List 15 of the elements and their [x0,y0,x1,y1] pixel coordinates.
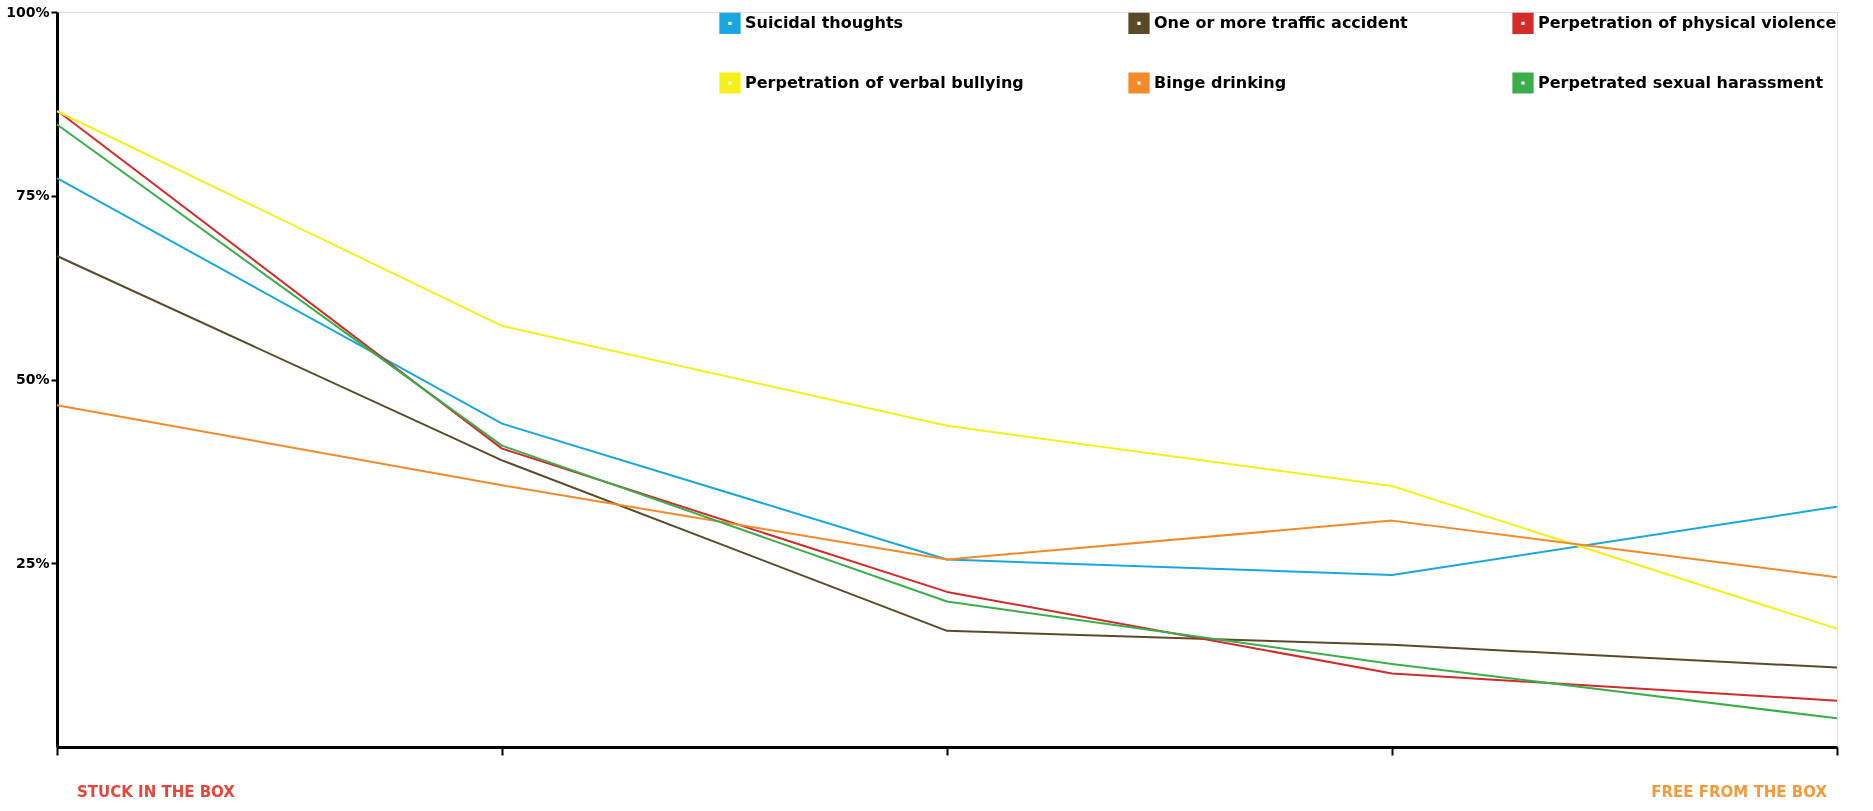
legend-label: One or more traffic accident [1154,13,1409,33]
text: FREE FROM THE BOX [1651,783,1828,801]
legend-label: Perpetration of physical violence [1538,13,1837,33]
line-series [56,255,1838,669]
legend-label: Suicidal thoughts [745,13,904,33]
line-series [56,404,1838,579]
legend-label: Perpetrated sexual harassment [1538,73,1824,92]
legend-label: Perpetration of verbal bullying [745,73,1024,92]
y-tick-label: 75% [15,187,50,204]
y-tick-label: 50% [15,371,50,387]
line-series [56,177,1838,577]
text: STUCK IN THE BOX [77,783,236,801]
y-tick-label: 25% [15,554,50,571]
legend-label: Binge drinking [1154,73,1287,92]
y-tick-label: 100% [6,3,50,20]
